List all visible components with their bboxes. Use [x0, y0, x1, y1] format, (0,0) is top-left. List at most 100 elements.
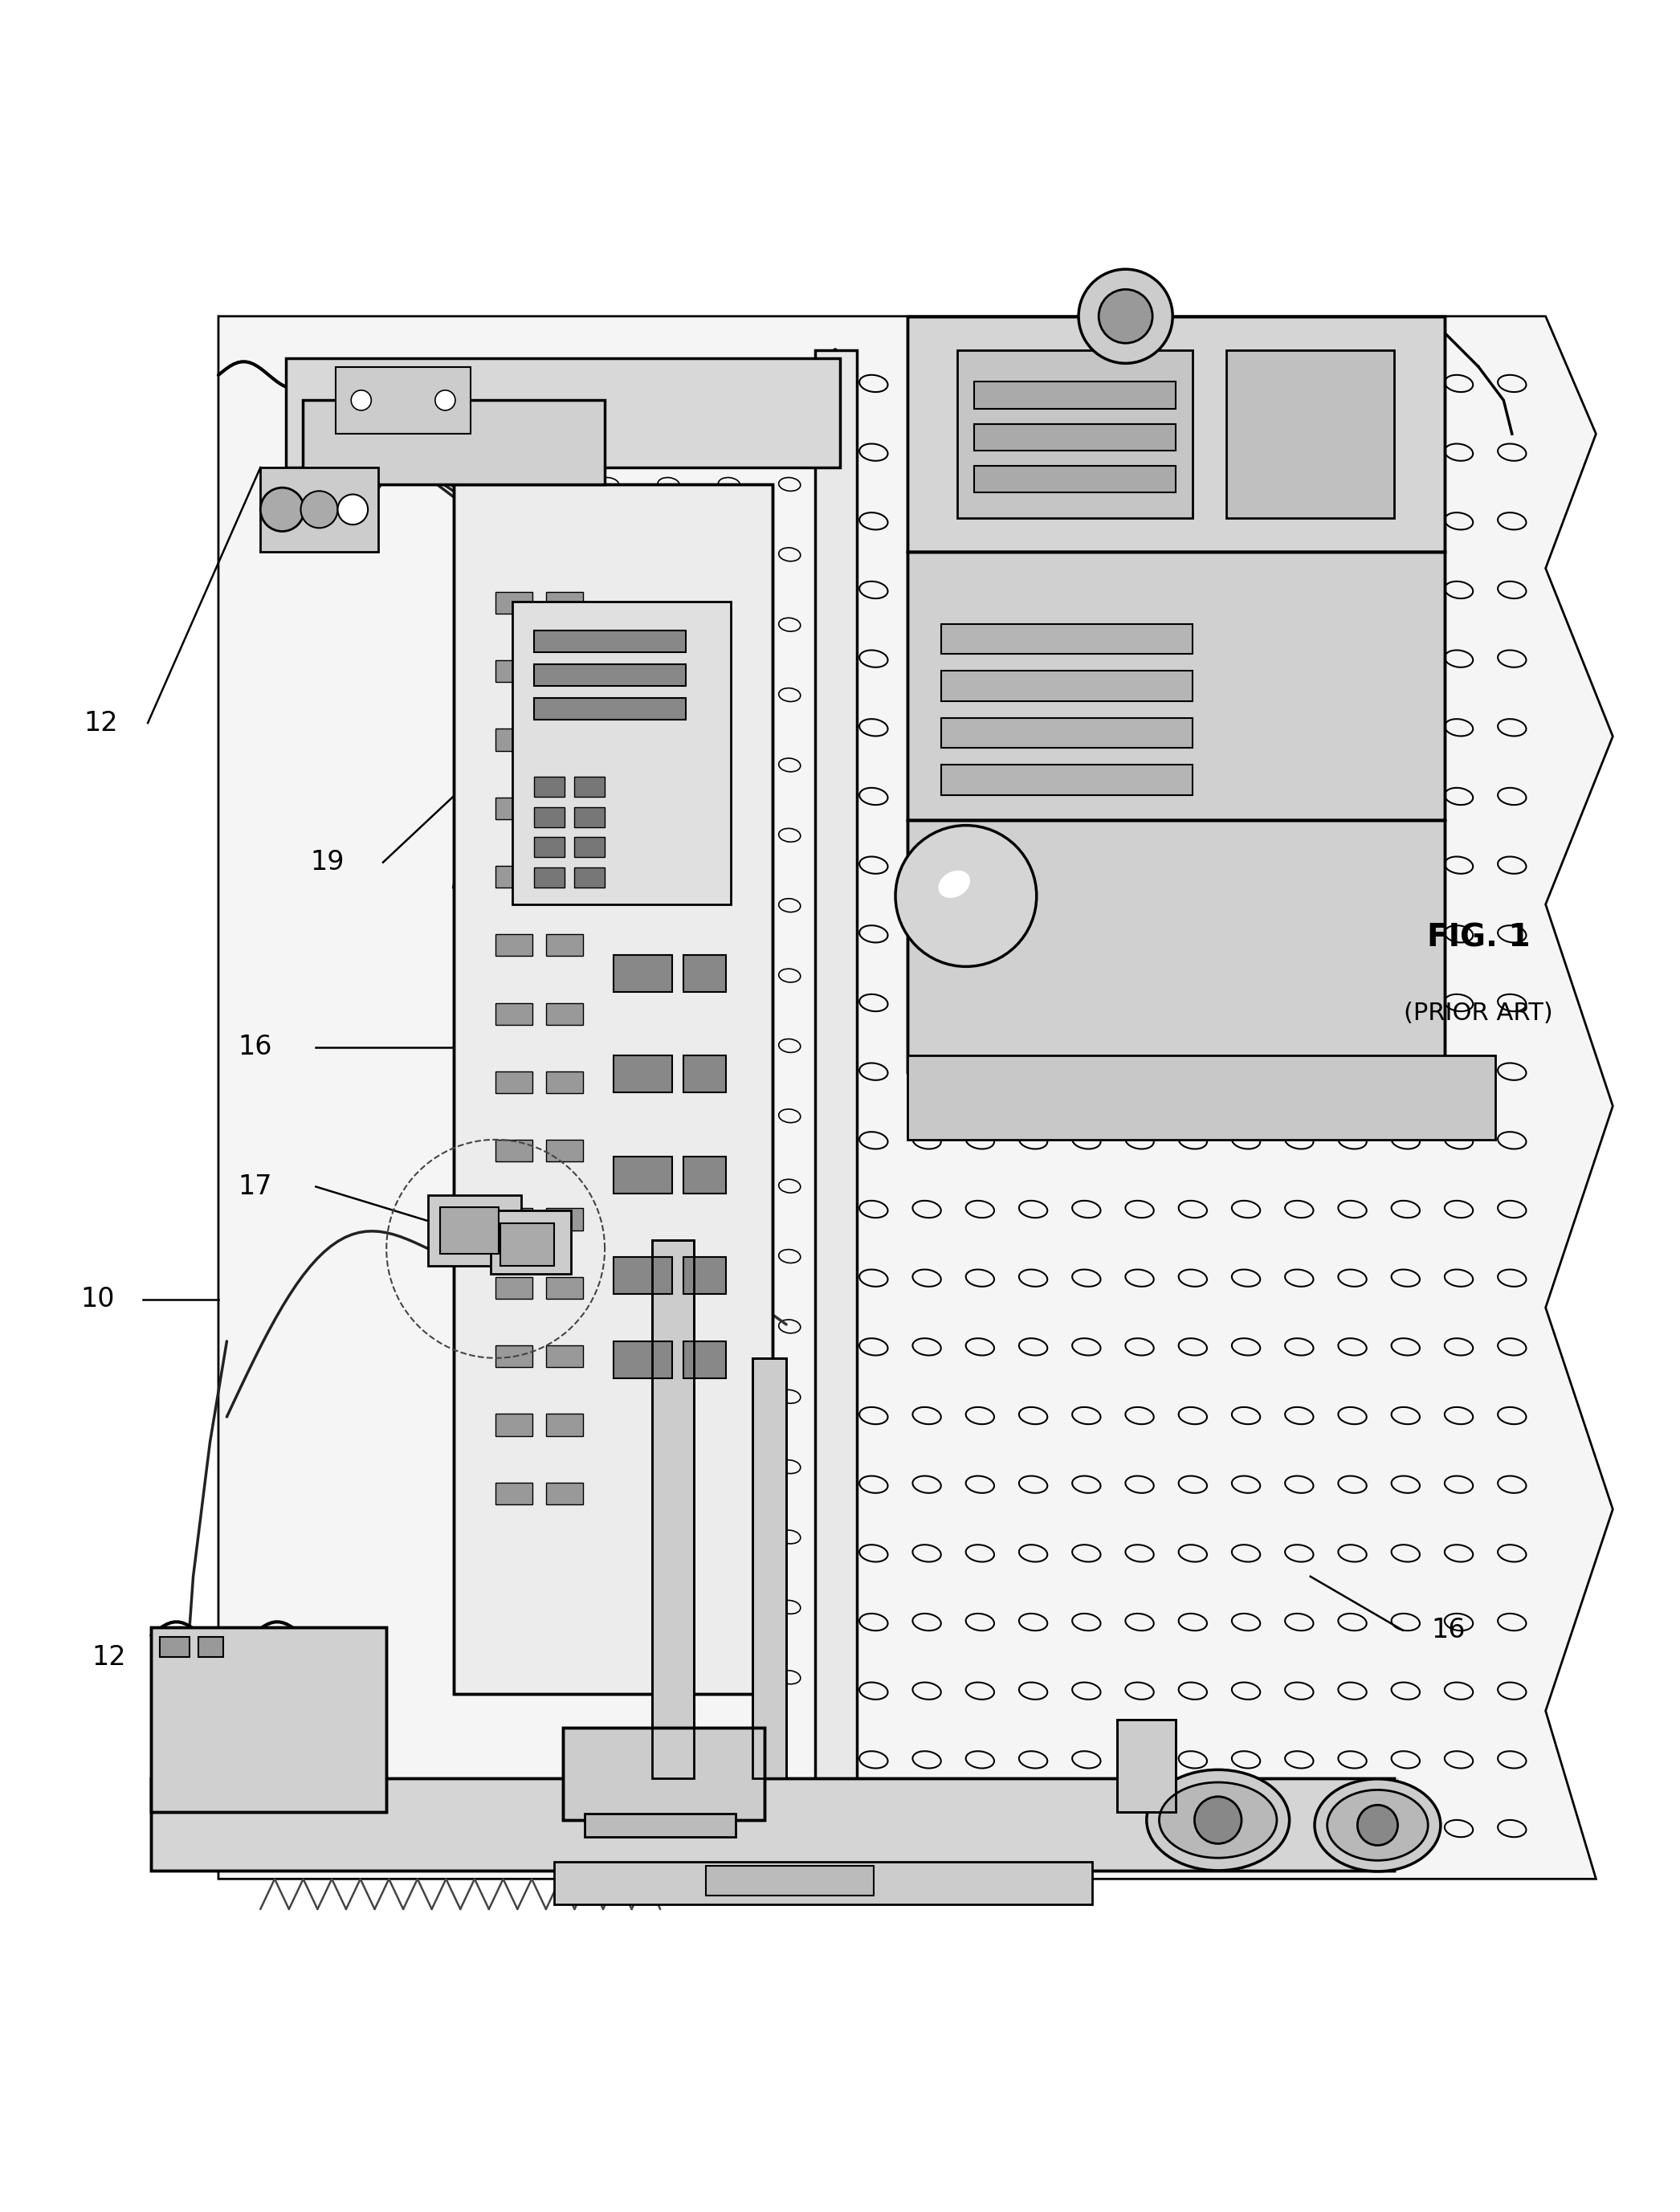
- Bar: [613, 1157, 672, 1194]
- Bar: [546, 796, 583, 818]
- Circle shape: [351, 389, 371, 411]
- Bar: [907, 551, 1445, 821]
- Bar: [1117, 1719, 1176, 1812]
- Bar: [546, 1345, 583, 1367]
- Bar: [534, 630, 685, 653]
- Bar: [496, 593, 533, 613]
- Polygon shape: [815, 349, 857, 1878]
- Ellipse shape: [1314, 1778, 1440, 1871]
- Bar: [941, 670, 1193, 701]
- Bar: [546, 1002, 583, 1024]
- Bar: [534, 807, 564, 827]
- Bar: [534, 776, 564, 796]
- Bar: [613, 1055, 672, 1093]
- Bar: [496, 933, 533, 956]
- Bar: [546, 728, 583, 750]
- Bar: [336, 367, 470, 434]
- Bar: [941, 624, 1193, 655]
- Circle shape: [260, 487, 304, 531]
- Circle shape: [301, 491, 338, 529]
- Bar: [454, 484, 773, 1694]
- Bar: [546, 1208, 583, 1230]
- Text: (PRIOR ART): (PRIOR ART): [1404, 1002, 1552, 1024]
- Bar: [575, 867, 605, 887]
- Ellipse shape: [1327, 1790, 1428, 1860]
- Bar: [974, 425, 1176, 451]
- Bar: [546, 1139, 583, 1161]
- Bar: [575, 836, 605, 858]
- Bar: [613, 956, 672, 991]
- Bar: [974, 467, 1176, 493]
- Bar: [563, 1728, 764, 1820]
- Text: FIG. 1: FIG. 1: [1426, 922, 1530, 953]
- Bar: [546, 661, 583, 681]
- Bar: [496, 1276, 533, 1298]
- Text: 16: 16: [239, 1033, 272, 1060]
- Text: 19: 19: [311, 849, 344, 876]
- Bar: [534, 664, 685, 686]
- Bar: [652, 1241, 694, 1778]
- Bar: [684, 1340, 726, 1378]
- Text: 12: 12: [84, 710, 118, 737]
- Circle shape: [1079, 270, 1173, 363]
- Bar: [907, 1055, 1495, 1139]
- Bar: [496, 1002, 533, 1024]
- Polygon shape: [218, 316, 1613, 1878]
- Bar: [534, 867, 564, 887]
- Circle shape: [338, 493, 368, 524]
- Bar: [554, 1863, 1092, 1905]
- Ellipse shape: [1146, 1770, 1290, 1871]
- Circle shape: [895, 825, 1037, 967]
- Bar: [496, 1208, 533, 1230]
- Bar: [974, 383, 1176, 409]
- Circle shape: [1099, 290, 1152, 343]
- Bar: [302, 400, 605, 484]
- Bar: [546, 1276, 583, 1298]
- Bar: [1117, 1719, 1176, 1812]
- Bar: [563, 1728, 764, 1820]
- Bar: [684, 1256, 726, 1294]
- Bar: [546, 593, 583, 613]
- Bar: [753, 1358, 786, 1778]
- Bar: [907, 316, 1445, 551]
- Bar: [684, 1157, 726, 1194]
- Bar: [958, 349, 1193, 518]
- Circle shape: [1357, 1805, 1398, 1845]
- Bar: [496, 728, 533, 750]
- Bar: [684, 956, 726, 991]
- Text: 16: 16: [1431, 1617, 1465, 1644]
- Circle shape: [1194, 1796, 1242, 1843]
- Bar: [575, 807, 605, 827]
- Bar: [260, 467, 378, 551]
- Bar: [496, 865, 533, 887]
- Text: 12: 12: [92, 1644, 126, 1670]
- Bar: [151, 1778, 1394, 1871]
- Bar: [907, 551, 1445, 821]
- Bar: [151, 1626, 386, 1812]
- Text: 17: 17: [239, 1172, 272, 1199]
- Bar: [546, 1482, 583, 1504]
- Bar: [1226, 349, 1394, 518]
- Bar: [546, 1413, 583, 1436]
- Bar: [534, 697, 685, 719]
- Bar: [907, 821, 1445, 1073]
- Bar: [585, 1814, 736, 1836]
- Bar: [454, 484, 773, 1694]
- Bar: [941, 765, 1193, 794]
- Bar: [160, 1637, 190, 1657]
- Bar: [151, 1626, 386, 1812]
- Bar: [496, 1071, 533, 1093]
- Bar: [496, 661, 533, 681]
- Bar: [652, 1241, 694, 1778]
- Bar: [428, 1194, 521, 1265]
- Bar: [491, 1210, 571, 1274]
- Bar: [286, 358, 840, 467]
- Bar: [684, 1055, 726, 1093]
- Bar: [941, 719, 1193, 748]
- Bar: [706, 1865, 874, 1896]
- Bar: [753, 1358, 786, 1778]
- Bar: [496, 1345, 533, 1367]
- Bar: [501, 1223, 554, 1265]
- Bar: [440, 1208, 499, 1254]
- Ellipse shape: [1159, 1783, 1277, 1858]
